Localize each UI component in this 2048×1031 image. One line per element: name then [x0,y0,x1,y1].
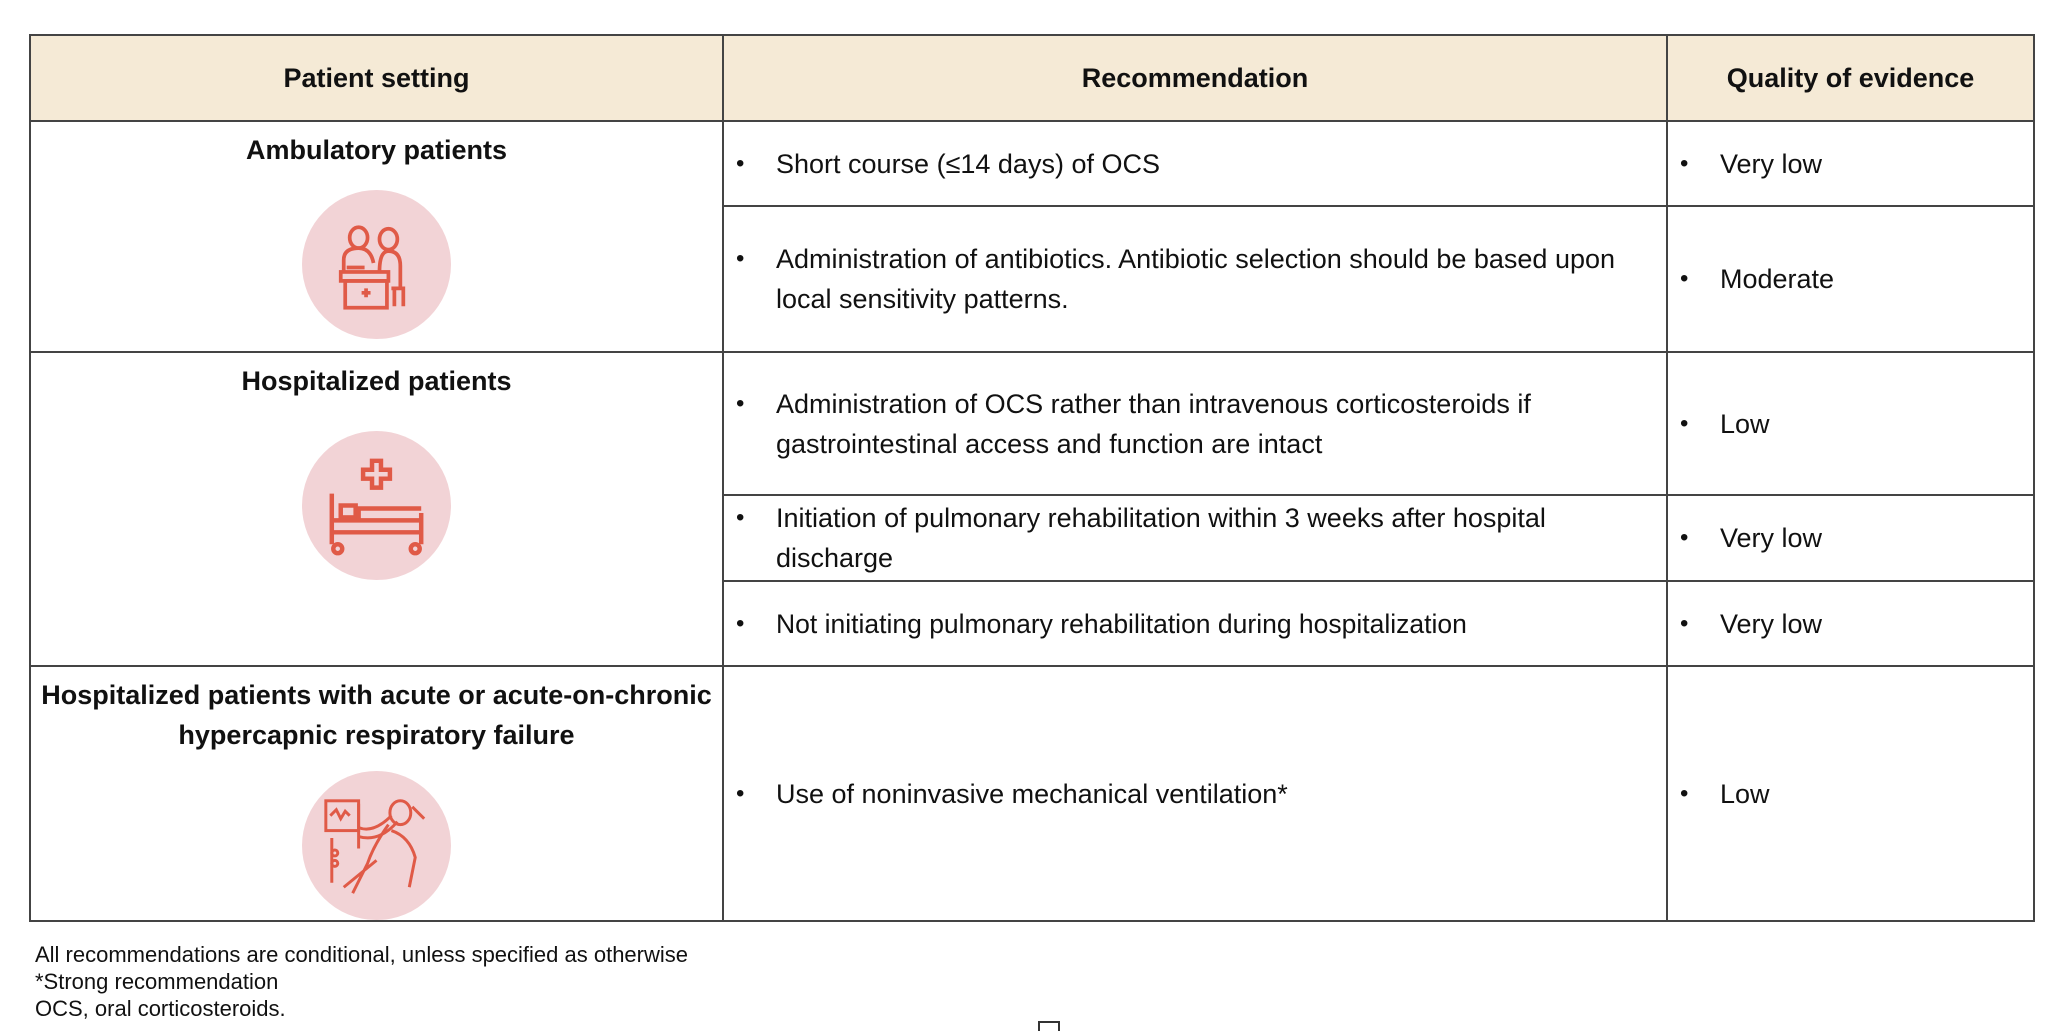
footnote-conditional: All recommendations are conditional, unl… [35,942,689,967]
recommendations-table: Patient setting Recommendation Quality o… [29,34,2035,922]
doctor-consultation-icon [302,190,451,339]
setting-title: Hospitalized patients [241,366,512,396]
setting-cell: Ambulatory patients [29,120,724,353]
footnote-strong: *Strong recommendation [35,969,279,994]
quality-cell: • Very low [1666,120,2035,207]
recommendation-cell: • Short course (≤14 days) of OCS [722,120,1668,207]
table-row: • Administration of antibiotics. Antibiot… [30,205,2035,353]
table-row: Hospitalized patients • Administration of… [29,351,2035,667]
table-row: • Not initiating pulmonary rehabilitation… [30,580,2035,667]
setting-title: Hospitalized patients with acute or acut… [41,680,712,750]
header-patient-setting: Patient setting [29,34,724,122]
header-recommendation: Recommendation [722,34,1668,122]
quality-cell: • Low [1666,351,2035,496]
recommendation-cell: • Initiation of pulmonary rehabilitation … [722,494,1668,582]
ventilator-patient-icon [302,771,451,920]
table-row: • Initiation of pulmonary rehabilitation … [30,494,2035,582]
quality-cell: • Moderate [1666,205,2035,353]
footnote-abbreviation: OCS, oral corticosteroids. [35,996,286,1021]
table-row: Hospitalized patients with acute or acut… [29,665,2035,922]
recommendation-cell: • Not initiating pulmonary rehabilitation… [722,580,1668,667]
table-header-row: Patient setting Recommendation Quality o… [29,34,2035,122]
recommendation-cell: • Administration of antibiotics. Antibiot… [722,205,1668,353]
recommendation-cell: • Use of noninvasive mechanical ventilati… [722,665,1668,922]
setting-title: Ambulatory patients [245,135,508,165]
quality-cell: • Very low [1666,494,2035,582]
quality-cell: • Low [1666,665,2035,922]
setting-cell: Hospitalized patients [29,351,724,667]
header-quality: Quality of evidence [1666,34,2035,122]
hospital-bed-icon [302,431,451,580]
setting-cell: Hospitalized patients with acute or acut… [29,665,724,922]
quality-cell: • Very low [1666,580,2035,667]
small-box-artifact [1038,1021,1060,1031]
table-row: Ambulatory patients • Short course (≤14 d… [29,120,2035,353]
recommendation-cell: • Administration of OCS rather than intra… [722,351,1668,496]
